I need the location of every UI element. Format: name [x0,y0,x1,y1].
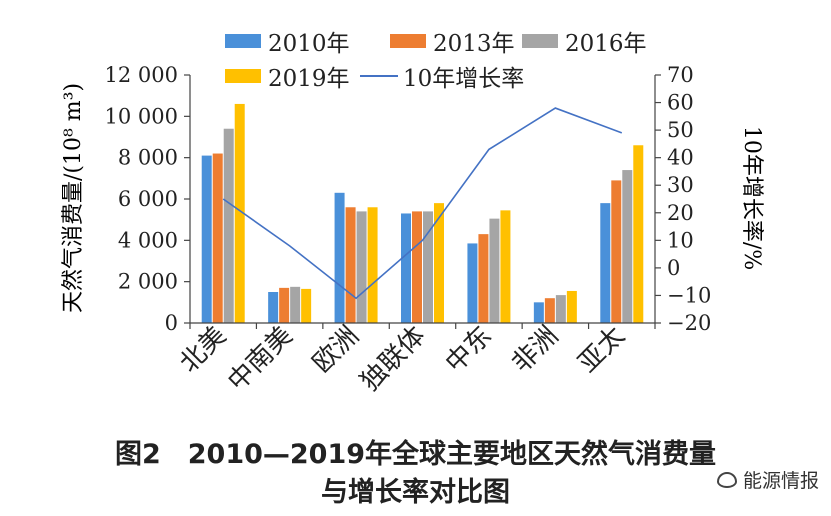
bar [401,213,411,323]
legend-label: 10年增长率 [403,66,524,92]
y-left-tick-label: 12 000 [105,63,178,87]
watermark-text: 能源情报 [742,470,819,492]
bar-series-group [201,103,644,323]
y-left-tick-label: 10 000 [105,104,178,128]
bar [268,292,279,323]
x-tick-label: 中东 [440,321,498,379]
combo-chart: 0 2 000 4 000 6 000 8 000 10 000 12 000 −20 −10 0… [61,31,764,397]
y-right-tick-label: 40 [667,146,694,170]
bar [622,170,633,323]
y-right-tick-label: 50 [667,118,694,142]
wechat-icon [716,471,737,488]
bar [201,155,212,323]
legend-label: 2010年 [268,31,350,57]
bar [633,145,644,323]
watermark: 能源情报 [716,466,819,493]
bar [555,295,566,323]
bar [334,192,345,323]
x-tick-label: 非洲 [506,321,564,379]
y-right-tick-label: 30 [667,173,694,197]
figure-caption-line-1: 图2 2010—2019年全球主要地区天然气消费量 [114,439,717,470]
bar [533,302,544,323]
bar [234,103,245,323]
y-left-tick-label: 0 [165,311,178,335]
bar [600,203,611,323]
y-right-tick-label: 10 [667,228,694,252]
bar [478,234,489,323]
legend-swatch [225,34,261,48]
bar [356,211,367,323]
bar [566,290,577,323]
bar [544,298,555,323]
bar [434,203,444,323]
bar [423,211,433,323]
legend-label: 2019年 [268,66,350,92]
y-right-tick-label: −20 [667,311,711,335]
legend: 2010年 2013年 2016年 2019年 10年增长率 [225,31,647,92]
y-left-tick-label: 2 000 [118,270,178,294]
x-tick-label: 中南美 [222,321,298,397]
bar [279,287,290,323]
bar [345,207,356,323]
legend-label: 2013年 [433,31,515,57]
y-right-tick-label: 70 [667,63,694,87]
legend-swatch [225,69,261,83]
legend-label: 2016年 [565,31,647,57]
x-tick-label: 独联体 [355,321,431,397]
bar [290,286,301,323]
y-axis-right-label: 10年增长率/% [739,126,764,270]
y-left-tick-label: 4 000 [118,228,178,252]
bar [412,211,422,323]
growth-rate-line [222,107,623,300]
y-axis-left-label: 天然气消费量/(10⁸ m³) [61,83,86,313]
figure-caption-line-2: 与增长率对比图 [321,477,510,508]
bar [611,180,622,323]
x-tick-label: 北美 [174,321,232,379]
bar [223,128,234,323]
bar [489,218,500,323]
bar [500,210,511,323]
x-tick-label: 欧洲 [307,321,365,379]
bar [367,207,378,323]
y-right-tick-label: 60 [667,91,694,115]
y-left-tick-label: 6 000 [118,187,178,211]
y-right-tick-label: 20 [667,201,694,225]
y-right-tick-label: 0 [667,256,680,280]
x-tick-label: 亚太 [573,321,631,379]
bar [467,243,478,323]
y-right-tick-label: −10 [667,283,711,307]
y-left-tick-label: 8 000 [118,146,178,170]
legend-swatch [522,34,558,48]
growth-line-group [222,107,623,300]
legend-swatch [390,34,426,48]
bar [212,153,223,323]
bar [301,288,312,323]
